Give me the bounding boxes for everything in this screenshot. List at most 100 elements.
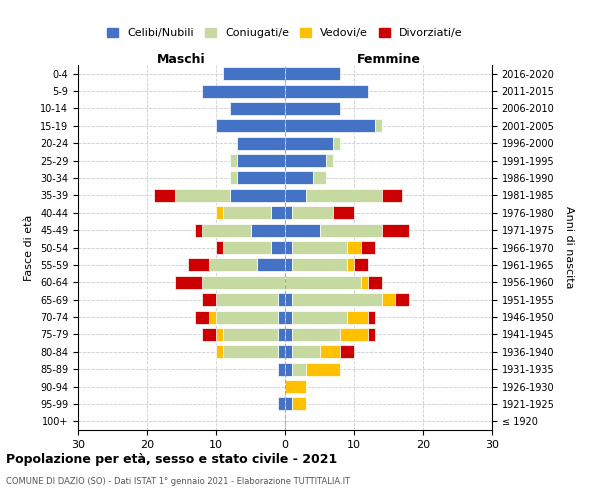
Bar — [285, 276, 361, 289]
Bar — [285, 102, 340, 115]
Bar — [285, 136, 334, 149]
Bar — [292, 258, 347, 272]
Bar — [347, 258, 354, 272]
Text: COMUNE DI DAZIO (SO) - Dati ISTAT 1° gennaio 2021 - Elaborazione TUTTITALIA.IT: COMUNE DI DAZIO (SO) - Dati ISTAT 1° gen… — [6, 478, 350, 486]
Bar — [354, 258, 368, 272]
Bar — [340, 346, 354, 358]
Bar — [202, 224, 251, 236]
Bar — [292, 328, 340, 341]
Bar — [154, 189, 175, 202]
Bar — [285, 328, 292, 341]
Bar — [216, 346, 223, 358]
Bar — [223, 328, 278, 341]
Bar — [285, 224, 320, 236]
Bar — [278, 310, 285, 324]
Bar — [216, 310, 278, 324]
Bar — [285, 241, 292, 254]
Bar — [202, 276, 285, 289]
Bar — [278, 328, 285, 341]
Text: Femmine: Femmine — [356, 53, 421, 66]
Bar — [382, 224, 409, 236]
Bar — [292, 241, 347, 254]
Bar — [223, 67, 285, 80]
Bar — [278, 293, 285, 306]
Bar — [216, 206, 223, 220]
Bar — [278, 398, 285, 410]
Bar — [292, 293, 382, 306]
Bar — [285, 258, 292, 272]
Bar — [382, 189, 402, 202]
Bar — [313, 172, 326, 184]
Bar — [285, 172, 313, 184]
Bar — [251, 224, 285, 236]
Y-axis label: Anni di nascita: Anni di nascita — [564, 206, 574, 289]
Bar — [196, 224, 202, 236]
Bar — [209, 310, 216, 324]
Bar — [237, 172, 285, 184]
Bar — [175, 276, 202, 289]
Bar — [223, 241, 271, 254]
Bar — [306, 189, 382, 202]
Bar — [361, 276, 368, 289]
Bar — [188, 258, 209, 272]
Bar — [285, 154, 326, 167]
Bar — [278, 362, 285, 376]
Bar — [230, 172, 237, 184]
Bar — [334, 206, 354, 220]
Bar — [285, 206, 292, 220]
Bar — [368, 276, 382, 289]
Text: Maschi: Maschi — [157, 53, 206, 66]
Bar — [216, 293, 278, 306]
Bar — [230, 189, 285, 202]
Bar — [347, 241, 361, 254]
Bar — [285, 346, 292, 358]
Text: Popolazione per età, sesso e stato civile - 2021: Popolazione per età, sesso e stato civil… — [6, 452, 337, 466]
Bar — [216, 241, 223, 254]
Bar — [292, 362, 306, 376]
Bar — [271, 206, 285, 220]
Bar — [285, 293, 292, 306]
Bar — [292, 346, 320, 358]
Bar — [202, 328, 216, 341]
Bar — [368, 328, 374, 341]
Bar — [257, 258, 285, 272]
Bar — [326, 154, 334, 167]
Bar — [320, 224, 382, 236]
Bar — [285, 189, 306, 202]
Bar — [306, 362, 340, 376]
Bar — [292, 398, 306, 410]
Y-axis label: Fasce di età: Fasce di età — [25, 214, 34, 280]
Bar — [209, 258, 257, 272]
Bar — [292, 310, 347, 324]
Bar — [175, 189, 230, 202]
Bar — [374, 120, 382, 132]
Bar — [223, 346, 278, 358]
Bar — [223, 206, 271, 220]
Bar — [278, 346, 285, 358]
Bar — [271, 241, 285, 254]
Bar — [334, 136, 340, 149]
Bar — [361, 241, 374, 254]
Bar — [347, 310, 368, 324]
Bar — [237, 136, 285, 149]
Legend: Celibi/Nubili, Coniugati/e, Vedovi/e, Divorziati/e: Celibi/Nubili, Coniugati/e, Vedovi/e, Di… — [103, 23, 467, 42]
Bar — [368, 310, 374, 324]
Bar — [285, 380, 306, 393]
Bar — [230, 154, 237, 167]
Bar — [320, 346, 340, 358]
Bar — [285, 67, 340, 80]
Bar — [340, 328, 368, 341]
Bar — [202, 293, 216, 306]
Bar — [216, 120, 285, 132]
Bar — [237, 154, 285, 167]
Bar — [285, 310, 292, 324]
Bar — [285, 84, 368, 98]
Bar — [382, 293, 395, 306]
Bar — [285, 398, 292, 410]
Bar — [395, 293, 409, 306]
Bar — [216, 328, 223, 341]
Bar — [230, 102, 285, 115]
Bar — [196, 310, 209, 324]
Bar — [202, 84, 285, 98]
Bar — [285, 362, 292, 376]
